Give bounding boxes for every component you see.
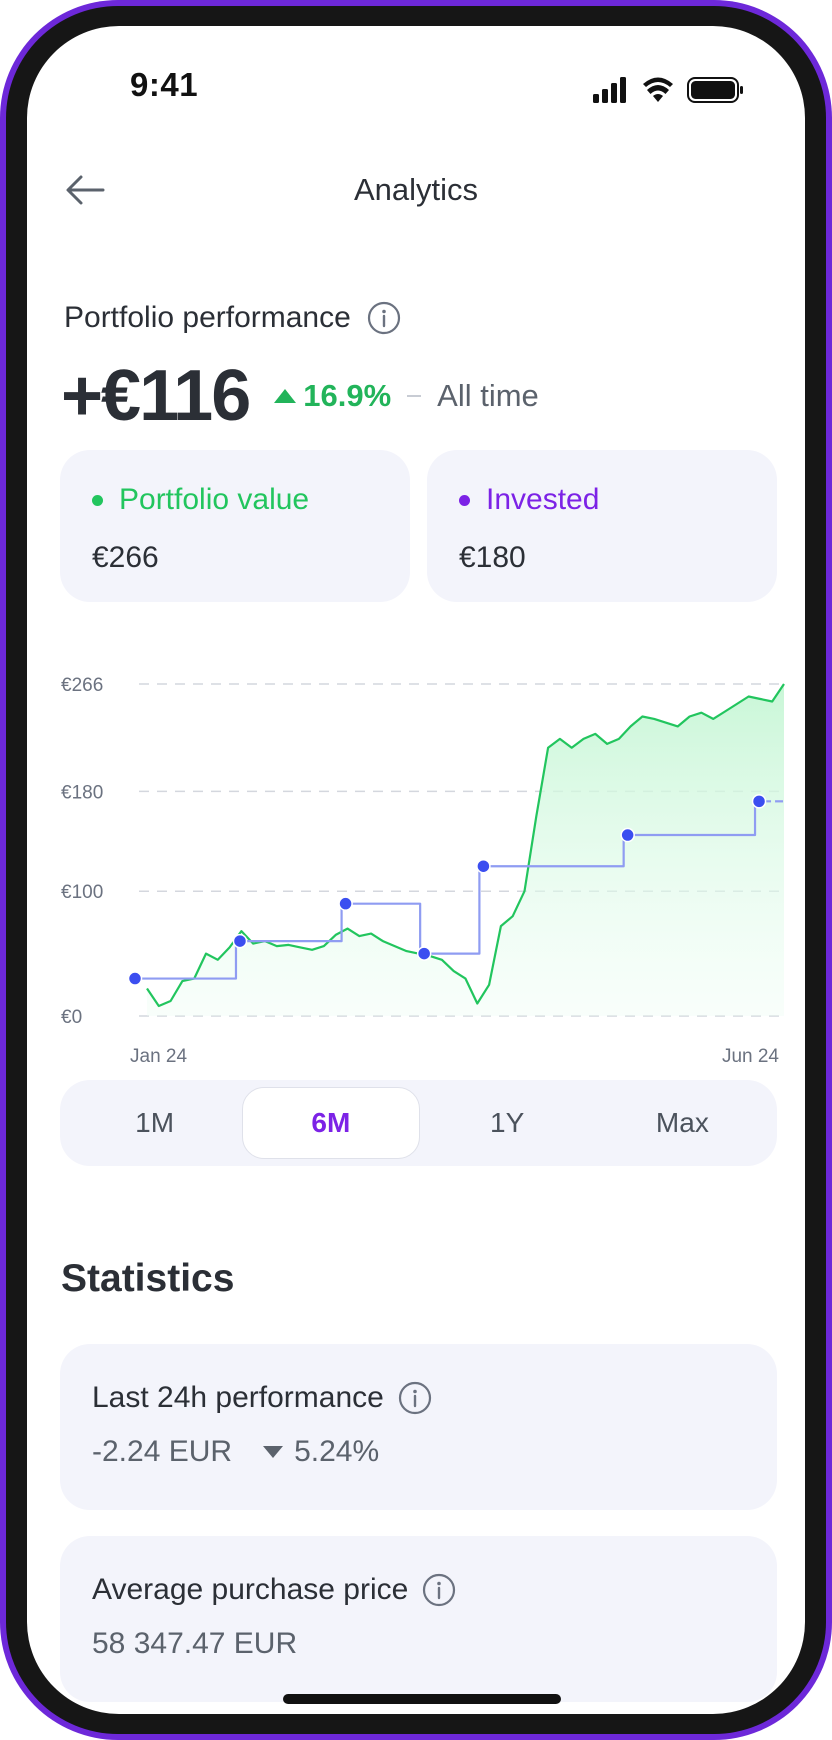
stat-card-average-price: Average purchase price 58 347.47 EUR — [60, 1536, 777, 1702]
performance-value: +€116 — [61, 356, 251, 436]
stat-label-row: Last 24h performance — [92, 1378, 745, 1418]
stat-value-row: -2.24 EUR 5.24% — [92, 1432, 745, 1472]
performance-change-value: 16.9% — [303, 378, 392, 413]
stat-value: 58 347.47 EUR — [92, 1627, 298, 1660]
status-time: 9:41 — [130, 66, 199, 103]
range-option-max[interactable]: Max — [655, 1107, 709, 1138]
y-tick-label: €0 — [61, 1007, 82, 1028]
performance-row: +€116 16.9% All time — [61, 356, 539, 436]
legend-dot — [459, 494, 470, 506]
legend-dot — [92, 494, 103, 506]
invested-point — [620, 827, 635, 843]
performance-change: 16.9% — [273, 378, 391, 414]
y-tick-label: €180 — [61, 782, 103, 803]
invested-point — [751, 794, 767, 809]
info-icon[interactable] — [422, 1573, 456, 1607]
invested-point — [476, 858, 491, 874]
performance-chart[interactable]: €266 €180 €100 €0 Jan 24 Jun 24 — [27, 646, 805, 1066]
stat-value: -2.24 EUR — [92, 1435, 233, 1468]
legend-label: Portfolio value — [119, 483, 310, 516]
performance-label-row: Portfolio performance — [64, 298, 401, 338]
status-icons — [593, 77, 743, 103]
legend-title: Invested — [459, 480, 745, 520]
y-tick-label: €266 — [61, 675, 103, 696]
triangle-up-icon — [274, 389, 297, 403]
portfolio-value-line — [146, 683, 785, 1008]
legend-title: Portfolio value — [92, 480, 378, 520]
x-tick-label: Jun 24 — [722, 1046, 779, 1066]
screen: 9:41 — [27, 26, 805, 1714]
portfolio-value-area — [147, 684, 784, 1016]
invested-point — [416, 946, 432, 961]
battery-icon — [687, 77, 743, 103]
stat-label: Average purchase price — [92, 1573, 409, 1606]
home-indicator[interactable] — [283, 1694, 561, 1704]
info-icon[interactable] — [398, 1381, 432, 1415]
statistics-title: Statistics — [61, 1257, 235, 1300]
y-tick-label: €100 — [61, 882, 103, 903]
range-option-1m[interactable]: 1M — [135, 1107, 175, 1138]
legend-value: €180 — [459, 541, 526, 574]
legend-label: Invested — [486, 483, 600, 516]
invested-point — [127, 971, 143, 986]
performance-period: All time — [437, 378, 539, 413]
back-button[interactable] — [61, 166, 109, 214]
arrow-left-icon — [66, 175, 105, 205]
invested-point — [232, 933, 248, 949]
stat-change: 5.24% — [262, 1432, 379, 1472]
wifi-icon — [643, 77, 673, 102]
signal-icon — [593, 77, 626, 103]
legend-value: €266 — [92, 541, 159, 574]
legend-card-invested[interactable]: Invested €180 — [427, 450, 777, 602]
divider — [407, 395, 422, 397]
x-tick-label: Jan 24 — [130, 1046, 187, 1066]
stat-change-value: 5.24% — [294, 1435, 380, 1468]
stat-card-24h: Last 24h performance -2.24 EUR 5.24% — [60, 1344, 777, 1510]
legend-card-portfolio[interactable]: Portfolio value €266 — [60, 450, 410, 602]
stat-label-row: Average purchase price — [92, 1570, 745, 1610]
page-title: Analytics — [353, 172, 479, 207]
invested-point — [338, 896, 353, 911]
phone-bezel: 9:41 — [6, 6, 826, 1734]
stat-label: Last 24h performance — [92, 1381, 384, 1414]
triangle-down-icon — [263, 1446, 284, 1458]
invested-line — [135, 800, 772, 980]
info-icon[interactable] — [367, 301, 401, 335]
performance-label: Portfolio performance — [64, 301, 351, 334]
range-option-1y[interactable]: 1Y — [490, 1107, 525, 1138]
range-selector: 1M 6M 1Y Max — [60, 1080, 777, 1166]
stat-value-row: 58 347.47 EUR — [92, 1624, 745, 1664]
range-option-6m[interactable]: 6M — [242, 1087, 420, 1159]
